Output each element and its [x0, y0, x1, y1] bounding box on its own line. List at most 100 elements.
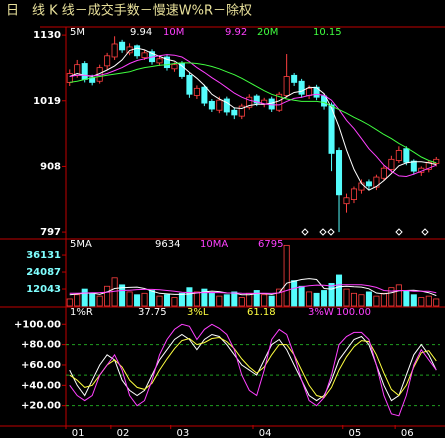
volume-bar [163, 294, 170, 307]
volume-bar [216, 295, 223, 307]
candle-body [380, 167, 387, 179]
volume-bar [171, 297, 178, 307]
legend-value: 10.15 [313, 27, 342, 38]
volume-bar [433, 298, 440, 307]
series-line [69, 336, 437, 399]
y-tick-label: +100.00 [14, 319, 61, 330]
volume-bar [208, 292, 215, 307]
candle-body [216, 99, 223, 111]
volume-bar [186, 287, 193, 307]
volume-bar [261, 294, 268, 307]
candle-body [171, 64, 178, 70]
volume-bar [365, 291, 372, 307]
candle-body [410, 160, 417, 172]
y-tick-label: +40.00 [21, 380, 61, 391]
candle-body [328, 104, 335, 154]
candle-body [201, 86, 208, 104]
legend-name: 5MA [70, 239, 92, 250]
candle-body [388, 158, 395, 170]
volume-bar [126, 291, 133, 307]
candle-body [321, 95, 328, 107]
signal-marker [421, 228, 429, 236]
legend-name: 10MA [200, 239, 228, 250]
y-tick-label: 1019 [33, 96, 61, 107]
candle-body [134, 45, 141, 57]
signal-markers [301, 228, 429, 236]
legend-name: 20M [257, 27, 278, 38]
volume-bar [119, 284, 126, 307]
volume-bar [328, 283, 335, 307]
volume-bar [141, 292, 148, 307]
x-tick-label: 02 [117, 428, 130, 438]
y-tick-label: 24087 [26, 267, 61, 278]
x-tick-label: 06 [401, 428, 414, 438]
candle-body [81, 63, 88, 80]
candle-body [119, 41, 126, 51]
candle-body [268, 98, 275, 110]
volume-bar [336, 274, 343, 307]
candle-body [365, 181, 372, 187]
volume-bar [313, 292, 320, 307]
volume-bar [373, 295, 380, 307]
x-tick-label: 03 [176, 428, 189, 438]
x-tick-label: 01 [72, 428, 85, 438]
candle-body [223, 98, 230, 113]
candle-body [276, 93, 283, 111]
volume-bar [156, 295, 163, 307]
candle-body [306, 87, 313, 96]
volume-bar [388, 287, 395, 307]
candle-body [403, 148, 410, 163]
volume-bar [253, 290, 260, 307]
legend-name: 3%L [187, 307, 209, 318]
legend-value: 9634 [155, 239, 180, 250]
candle-body [104, 55, 111, 67]
volume-bar [193, 291, 200, 307]
chart-title: 日 线 K 线－成交手数－慢速W%R－除权 [6, 3, 252, 19]
volume-bar [425, 295, 432, 307]
series-line [69, 284, 437, 294]
volume-bar [104, 285, 111, 307]
candle-body [111, 43, 118, 58]
legend-value: 37.75 [138, 307, 167, 318]
y-tick-label: 36131 [26, 250, 61, 261]
volume-bar [350, 292, 357, 307]
candle-body [373, 176, 380, 188]
legend-name: 3%W [308, 307, 334, 318]
legend-value: 61.18 [247, 307, 276, 318]
candle-body [425, 161, 432, 170]
y-tick-label: +80.00 [21, 340, 61, 351]
y-tick-label: +60.00 [21, 360, 61, 371]
candle-body [66, 73, 73, 83]
series-line [69, 62, 437, 164]
volume-bar [246, 292, 253, 307]
y-tick-label: 1130 [33, 30, 61, 41]
volume-bar [403, 290, 410, 307]
x-tick-label: 04 [259, 428, 272, 438]
volume-bar [134, 294, 141, 307]
volume-bar [201, 288, 208, 307]
volume-bar [306, 291, 313, 307]
candle-body [433, 158, 440, 164]
y-tick-label: +20.00 [21, 401, 61, 412]
series-line [69, 47, 437, 191]
volume-bar [321, 290, 328, 307]
candle-body [350, 188, 357, 200]
candle-body [208, 100, 215, 110]
legend-name: 10M [163, 27, 184, 38]
x-tick-label: 05 [349, 428, 362, 438]
volume-bar [223, 294, 230, 307]
volume-bar [74, 294, 81, 307]
candle-body [231, 109, 238, 116]
series-line [69, 278, 437, 297]
volume-bar [149, 290, 156, 307]
candle-body [186, 74, 193, 95]
y-tick-label: 797 [40, 227, 61, 238]
candle-body [343, 197, 350, 205]
volume-bar [178, 292, 185, 307]
candle-body [283, 76, 290, 96]
volume-bar [268, 295, 275, 307]
volume-bar [283, 244, 290, 307]
candle-body [193, 87, 200, 96]
legend-value: 9.92 [225, 27, 247, 38]
